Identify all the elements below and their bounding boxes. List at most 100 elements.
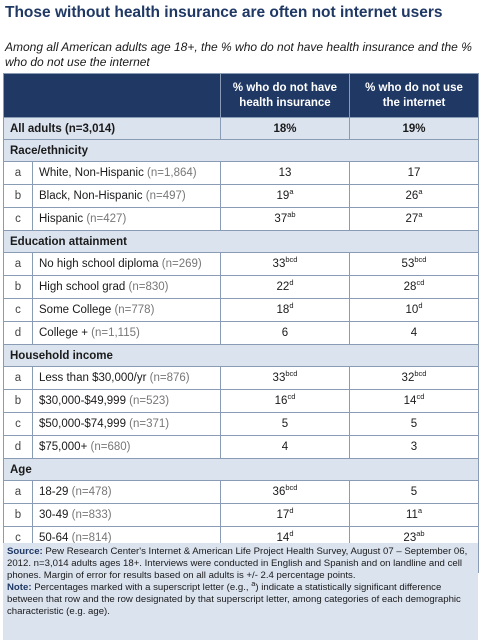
value-no-insurance: 13 bbox=[278, 167, 292, 179]
row-letter: b bbox=[3, 275, 33, 299]
significance-marker: d bbox=[289, 529, 294, 539]
value-cell-no-internet: 4 bbox=[349, 321, 479, 345]
row-letter: d bbox=[3, 321, 33, 345]
row-label: $50,000-$74,999 bbox=[39, 418, 126, 430]
value-no-insurance: 4 bbox=[281, 441, 289, 453]
row-letter: a bbox=[3, 480, 33, 504]
section-header-row: Household income bbox=[3, 344, 479, 367]
significance-marker: bcd bbox=[285, 369, 298, 379]
table-row: b Black, Non-Hispanic (n=497) 19a 26a bbox=[3, 184, 479, 208]
row-label: Less than $30,000/yr bbox=[39, 372, 147, 384]
table-row: d College + (n=1,115) 6 4 bbox=[3, 321, 479, 345]
value-cell-no-insurance: 33bcd bbox=[220, 252, 350, 276]
value-no-internet: 5 bbox=[410, 486, 418, 498]
row-letter: b bbox=[3, 503, 33, 527]
value-no-internet: 10 bbox=[405, 304, 419, 316]
row-label: White, Non-Hispanic bbox=[39, 167, 144, 179]
row-sample-size: (n=680) bbox=[90, 441, 131, 453]
row-label: No high school diploma bbox=[39, 258, 159, 270]
source-label: Source: bbox=[7, 546, 43, 557]
value-no-internet: 27 bbox=[405, 213, 419, 225]
row-label-cell: 18-29 (n=478) bbox=[32, 480, 221, 504]
row-label: Hispanic bbox=[39, 213, 84, 225]
note-text-1: Percentages marked with a superscript le… bbox=[34, 582, 252, 593]
value-no-insurance: 14 bbox=[276, 532, 290, 544]
row-sample-size: (n=778) bbox=[114, 304, 155, 316]
value-no-insurance: 18 bbox=[276, 304, 290, 316]
table-row: a No high school diploma (n=269) 33bcd 53bc… bbox=[3, 252, 479, 276]
significance-marker: d bbox=[289, 506, 294, 516]
value-cell-no-insurance: 16cd bbox=[220, 389, 350, 413]
value-no-insurance: 5 bbox=[281, 418, 289, 430]
significance-marker: d bbox=[418, 301, 423, 311]
value-cell-no-insurance: 36bcd bbox=[220, 480, 350, 504]
value-no-internet: 5 bbox=[410, 418, 418, 430]
value-cell-no-internet: 28cd bbox=[349, 275, 479, 299]
value-cell-no-insurance: 19a bbox=[220, 184, 350, 208]
row-label: 30-49 bbox=[39, 509, 69, 521]
row-sample-size: (n=523) bbox=[129, 395, 170, 407]
section-header-row: Race/ethnicity bbox=[3, 139, 479, 162]
value-cell-no-internet: 5 bbox=[349, 480, 479, 504]
table-row: b $30,000-$49,999 (n=523) 16cd 14cd bbox=[3, 389, 479, 413]
row-letter: b bbox=[3, 184, 33, 208]
significance-marker: cd bbox=[416, 278, 425, 288]
row-sample-size: (n=1,115) bbox=[91, 327, 140, 339]
significance-marker: bcd bbox=[414, 255, 427, 265]
significance-marker: cd bbox=[416, 392, 425, 402]
row-label: $75,000+ bbox=[39, 441, 88, 453]
all-adults-no-insurance: 18% bbox=[220, 117, 350, 140]
value-cell-no-internet: 53bcd bbox=[349, 252, 479, 276]
page-subtitle: Among all American adults age 18+, the %… bbox=[5, 40, 472, 69]
row-sample-size: (n=876) bbox=[149, 372, 190, 384]
value-cell-no-insurance: 18d bbox=[220, 298, 350, 322]
value-cell-no-insurance: 6 bbox=[220, 321, 350, 345]
value-no-internet: 11 bbox=[405, 509, 418, 521]
value-no-internet: 23 bbox=[403, 532, 417, 544]
table-row: b 30-49 (n=833) 17d 11a bbox=[3, 503, 479, 527]
table-row: a 18-29 (n=478) 36bcd 5 bbox=[3, 480, 479, 504]
value-cell-no-internet: 11a bbox=[349, 503, 479, 527]
row-label: College + bbox=[39, 327, 88, 339]
row-label: Some College bbox=[39, 304, 112, 316]
section-title: Age bbox=[3, 458, 479, 481]
row-label-cell: No high school diploma (n=269) bbox=[32, 252, 221, 276]
row-label: 50-64 bbox=[39, 532, 69, 544]
row-sample-size: (n=830) bbox=[128, 281, 169, 293]
value-no-internet: 53 bbox=[401, 258, 415, 270]
source-note: Source: Pew Research Center's Internet &… bbox=[7, 546, 474, 582]
value-cell-no-insurance: 17d bbox=[220, 503, 350, 527]
value-no-insurance: 33 bbox=[272, 372, 286, 384]
value-cell-no-insurance: 13 bbox=[220, 161, 350, 185]
value-cell-no-insurance: 37ab bbox=[220, 207, 350, 231]
row-letter: b bbox=[3, 389, 33, 413]
row-letter: a bbox=[3, 366, 33, 390]
row-sample-size: (n=478) bbox=[71, 486, 112, 498]
significance-marker: d bbox=[289, 278, 294, 288]
row-label-cell: Black, Non-Hispanic (n=497) bbox=[32, 184, 221, 208]
significance-marker: bcd bbox=[414, 369, 427, 379]
note-text-2: ) indicate a statistically significant d… bbox=[7, 582, 461, 617]
row-label-cell: High school grad (n=830) bbox=[32, 275, 221, 299]
footer-notes: Source: Pew Research Center's Internet &… bbox=[3, 543, 478, 640]
value-cell-no-internet: 10d bbox=[349, 298, 479, 322]
row-label-cell: 30-49 (n=833) bbox=[32, 503, 221, 527]
row-sample-size: (n=497) bbox=[145, 190, 186, 202]
row-sample-size: (n=1,864) bbox=[147, 167, 197, 179]
row-letter: d bbox=[3, 435, 33, 459]
header-no-internet: % who do not use the internet bbox=[349, 73, 479, 118]
row-sample-size: (n=427) bbox=[86, 213, 127, 225]
row-letter: a bbox=[3, 161, 33, 185]
table-row: b High school grad (n=830) 22d 28cd bbox=[3, 275, 479, 299]
value-cell-no-internet: 27a bbox=[349, 207, 479, 231]
header-blank-cell bbox=[3, 73, 221, 118]
row-label-cell: Some College (n=778) bbox=[32, 298, 221, 322]
value-cell-no-insurance: 22d bbox=[220, 275, 350, 299]
table-row: a Less than $30,000/yr (n=876) 33bcd 32bcd bbox=[3, 366, 479, 390]
value-cell-no-internet: 5 bbox=[349, 412, 479, 436]
value-cell-no-internet: 3 bbox=[349, 435, 479, 459]
significance-marker: ab bbox=[416, 529, 425, 539]
row-label-cell: $50,000-$74,999 (n=371) bbox=[32, 412, 221, 436]
row-sample-size: (n=833) bbox=[71, 509, 112, 521]
